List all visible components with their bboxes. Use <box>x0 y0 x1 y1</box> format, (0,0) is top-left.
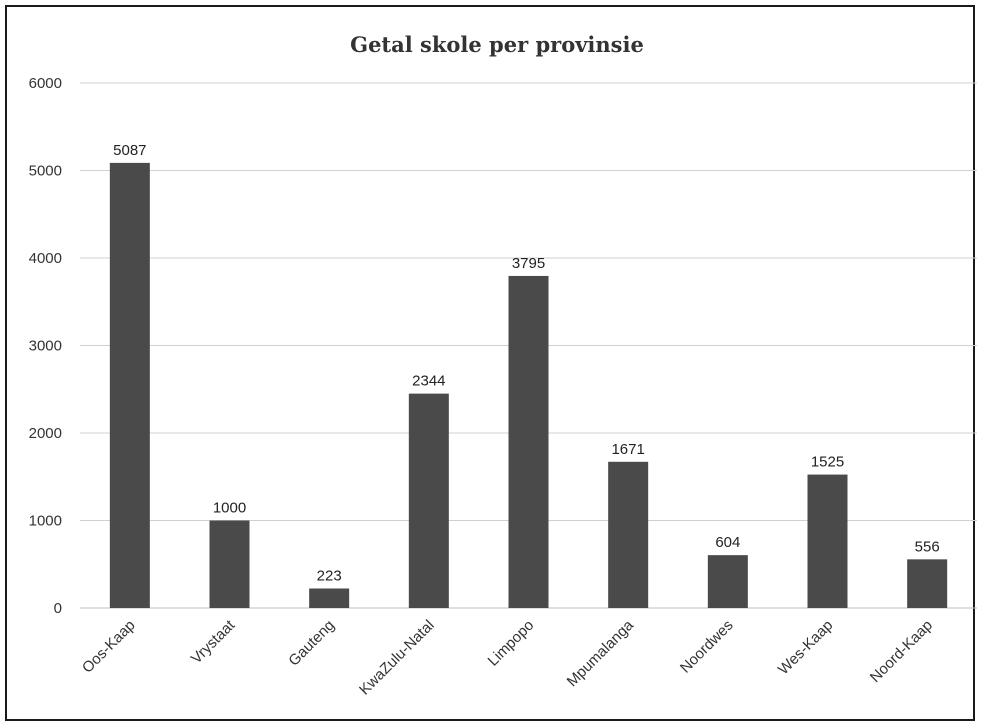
bar-wes-kaap <box>807 474 848 608</box>
y-tick-label: 4000 <box>29 250 62 267</box>
data-label: 1671 <box>611 441 644 458</box>
y-tick-label: 6000 <box>29 75 62 92</box>
y-axis-ticks: 0 1000 2000 3000 4000 5000 6000 <box>29 75 62 617</box>
category-label: Noordwes <box>677 617 737 677</box>
bar-limpopo <box>508 275 549 608</box>
y-tick-label: 2000 <box>29 425 62 442</box>
bar-noord-kaap <box>907 559 948 608</box>
y-tick-label: 3000 <box>29 338 62 355</box>
chart-title: Getal skole per provinsie <box>350 32 644 57</box>
bars <box>109 162 948 608</box>
category-label: Noord-Kaap <box>867 617 936 686</box>
bar-kwazulu-natal <box>408 393 449 608</box>
category-label: Wes-Kaap <box>775 617 836 678</box>
category-label: Limpopo <box>485 617 538 670</box>
data-label: 1000 <box>213 500 246 517</box>
data-labels: 5087 1000 223 2344 3795 1671 604 1525 556 <box>113 142 940 585</box>
category-label: Mpumalanga <box>564 616 638 690</box>
y-tick-label: 5000 <box>29 163 62 180</box>
data-label: 556 <box>915 538 940 555</box>
data-label: 2344 <box>412 373 445 390</box>
category-label: Gauteng <box>285 617 338 670</box>
bar-mpumalanga <box>608 461 649 608</box>
category-label: Vrystaat <box>188 616 239 667</box>
bar-oos-kaap <box>109 162 150 608</box>
bar-gauteng <box>309 588 350 608</box>
x-axis-categories: Oos-Kaap Vrystaat Gauteng KwaZulu-Natal Limp… <box>79 616 936 698</box>
bar-noordwes <box>707 555 748 608</box>
data-label: 604 <box>715 534 740 551</box>
data-label: 223 <box>317 567 342 584</box>
category-label: KwaZulu-Natal <box>356 617 438 699</box>
data-label: 1525 <box>811 454 844 471</box>
y-tick-label: 1000 <box>29 513 62 530</box>
bar-vrystaat <box>209 520 250 608</box>
category-label: Oos-Kaap <box>79 617 139 677</box>
y-tick-label: 0 <box>54 600 62 617</box>
data-label: 3795 <box>512 255 545 272</box>
data-label: 5087 <box>113 142 146 159</box>
